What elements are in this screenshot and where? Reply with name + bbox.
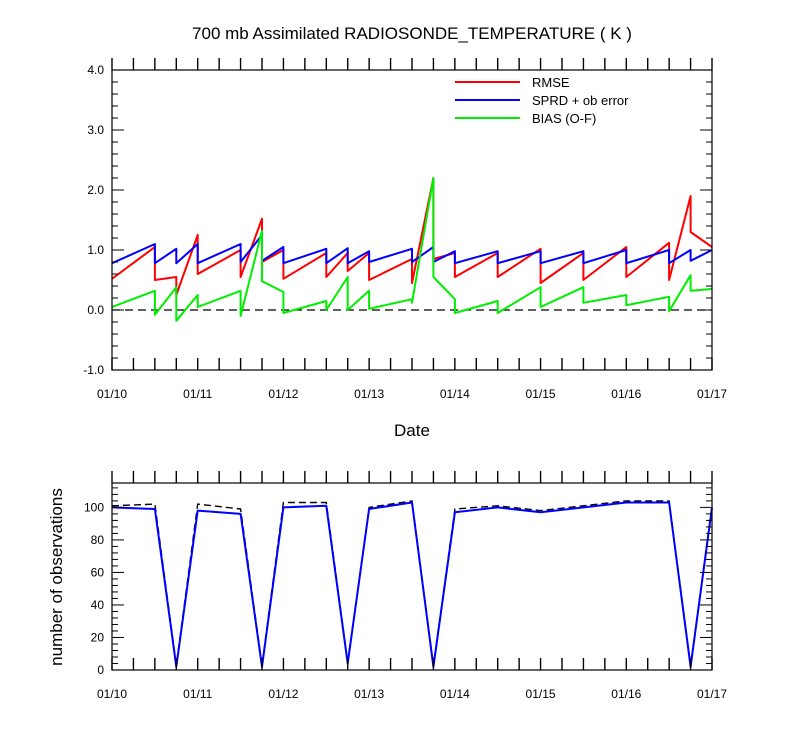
top-ytick-labels: -1.0 0.0 1.0 2.0 3.0 4.0 [83,63,104,377]
top-series-rmse-line [111,177,713,296]
bottom-ytick-label: 0 [97,663,104,677]
top-ytick-label: 2.0 [87,183,104,197]
bottom-xtick-label: 01/12 [268,687,298,701]
top-series-sprd-ob-error-line [111,234,713,265]
bottom-series-group [111,500,713,668]
top-ytick-label: 1.0 [87,243,104,257]
bottom-ytick-label: 20 [91,630,105,644]
bottom-xtick-label: 01/14 [440,687,470,701]
legend-label-bias-o-f: BIAS (O-F) [532,111,596,126]
top-xtick-label: 01/11 [183,387,212,401]
top-chart-title: 700 mb Assimilated RADIOSONDE_TEMPERATUR… [192,24,632,43]
bottom-xtick-label: 01/13 [354,687,384,701]
bottom-xtick-label: 01/17 [697,687,727,701]
bottom-xtick-labels: 01/10 01/11 01/12 01/13 01/14 01/15 01/16 01/17 [97,687,727,701]
top-xtick-label: 01/15 [526,387,556,401]
top-ytick-label: 0.0 [87,303,104,317]
top-xaxis-label: Date [394,421,430,440]
bottom-ytick-label: 80 [91,533,105,547]
top-xtick-label: 01/10 [97,387,127,401]
bottom-xtick-label: 01/15 [526,687,556,701]
top-xtick-label: 01/13 [354,387,384,401]
top-series-group [111,177,713,322]
top-plot-frame [111,69,713,371]
top-xtick-label: 01/14 [440,387,470,401]
legend-label-rmse: RMSE [532,75,570,90]
bottom-ytick-labels: 0 20 40 60 80 100 [84,500,104,677]
top-panel: 700 mb Assimilated RADIOSONDE_TEMPERATUR… [83,24,727,440]
bottom-yaxis-label: number of observations [47,488,66,666]
bottom-series-obs-possible-line [111,500,713,666]
top-xtick-label: 01/16 [611,387,641,401]
bottom-ticks-group [111,471,713,671]
top-ytick-label: -1.0 [83,363,104,377]
bottom-xtick-label: 01/16 [611,687,641,701]
top-ytick-label: 3.0 [87,123,104,137]
top-xtick-label: 01/17 [697,387,727,401]
bottom-series-obs-assimilated-line [111,501,713,668]
bottom-xtick-label: 01/10 [97,687,127,701]
top-series-bias-o-f-line [111,177,713,322]
top-legend: RMSE SPRD + ob error BIAS (O-F) [455,75,629,126]
bottom-ytick-label: 60 [91,565,105,579]
top-xtick-label: 01/12 [268,387,298,401]
top-ytick-label: 4.0 [87,63,104,77]
top-ticks-group [111,58,713,371]
bottom-ytick-label: 100 [84,500,104,514]
bottom-ytick-label: 40 [91,598,105,612]
top-xtick-labels: 01/10 01/11 01/12 01/13 01/14 01/15 01/16 01/17 [97,387,727,401]
legend-label-sprd-ob-error: SPRD + ob error [532,93,629,108]
bottom-xtick-label: 01/11 [183,687,212,701]
